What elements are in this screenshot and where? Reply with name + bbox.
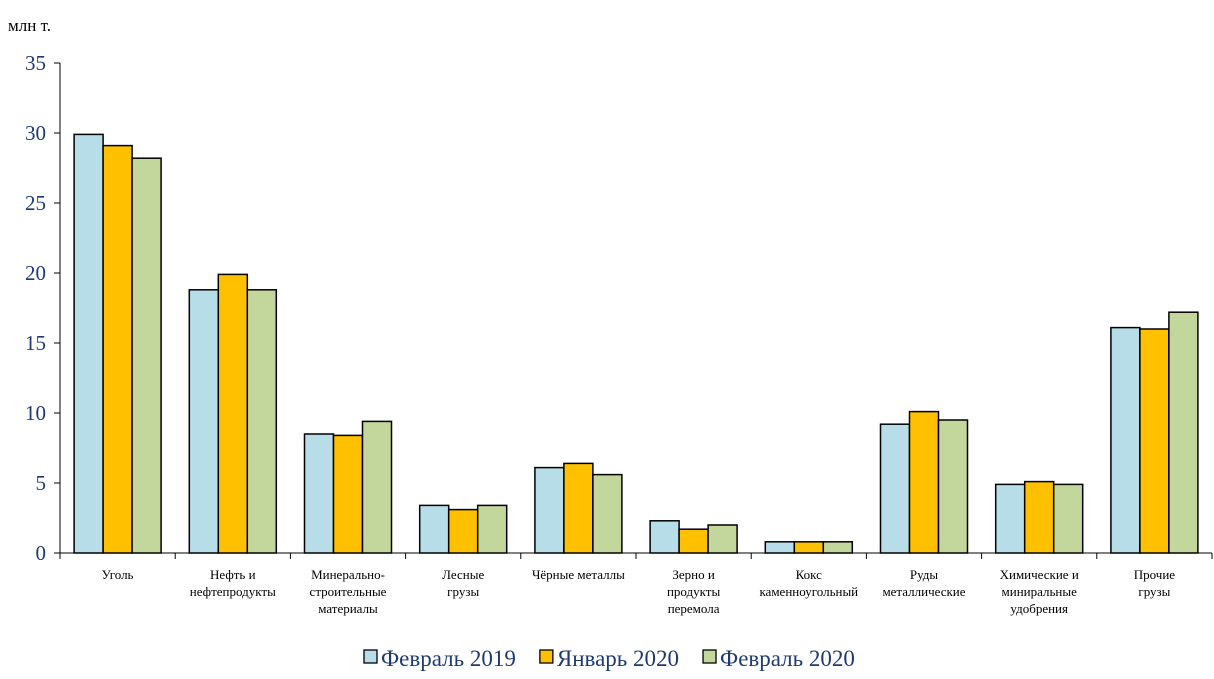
bar (332, 434, 364, 554)
bar (217, 273, 249, 554)
bar (534, 466, 565, 554)
bar (131, 157, 162, 554)
category-label: Лесные грузы (442, 567, 484, 599)
bar (822, 541, 854, 554)
x-axis-ticks (59, 553, 1213, 559)
bar (678, 528, 709, 554)
y-tick-label: 0 (36, 541, 47, 565)
category-label: Кокс каменноугольный (759, 567, 858, 599)
bar (73, 133, 104, 554)
legend-label: Февраль 2020 (720, 646, 855, 671)
bar (563, 462, 594, 554)
legend-swatch (363, 649, 378, 664)
bars (73, 133, 1199, 554)
y-tick-label: 10 (25, 401, 46, 425)
category-label: Руды металлические (882, 567, 965, 599)
bar (879, 423, 911, 554)
bar (1168, 311, 1199, 554)
y-axis-unit-label: млн т. (8, 16, 51, 35)
legend-label: Февраль 2019 (381, 646, 516, 671)
y-axis-ticks: 0 5 10 15 20 25 30 35 (25, 51, 60, 565)
bar (447, 508, 479, 554)
category-labels: Уголь Нефть и нефтепродукты Минерально-стро… (102, 567, 1176, 616)
legend-label: Январь 2020 (557, 646, 679, 671)
bar (707, 524, 738, 554)
bar (361, 420, 393, 554)
legend-swatch (702, 649, 717, 664)
y-tick-label: 25 (25, 191, 46, 215)
legend: Февраль 2019 Январь 2020 Февраль 2020 (363, 646, 855, 671)
category-label: Зерно и продукты перемола (667, 567, 721, 616)
category-label: Прочие грузы (1134, 567, 1176, 599)
bar (649, 520, 680, 554)
bar (592, 473, 623, 554)
bar (1139, 328, 1170, 554)
category-label: Нефть и нефтепродукты (190, 567, 276, 599)
bar (764, 541, 796, 554)
bar (908, 410, 940, 554)
bar (418, 504, 450, 554)
y-tick-label: 15 (25, 331, 46, 355)
category-label: Уголь (102, 567, 134, 582)
bar (303, 433, 335, 554)
category-label: Чёрные металлы (532, 567, 625, 582)
y-tick-label: 20 (25, 261, 46, 285)
bar (1052, 483, 1084, 554)
y-tick-label: 35 (25, 51, 46, 75)
y-tick-label: 5 (36, 471, 47, 495)
bar (994, 483, 1026, 554)
legend-swatch (539, 649, 554, 664)
category-label: Минерально-строительные материалы (310, 567, 387, 616)
bar (793, 541, 825, 554)
y-tick-label: 30 (25, 121, 46, 145)
bar (188, 289, 220, 554)
bar (476, 504, 508, 554)
bar (1110, 326, 1141, 554)
category-label: Химические и миниральные удобрения (1000, 567, 1079, 616)
bar (937, 419, 969, 554)
bar (246, 289, 278, 554)
bar (1023, 480, 1055, 554)
bar (102, 144, 133, 554)
